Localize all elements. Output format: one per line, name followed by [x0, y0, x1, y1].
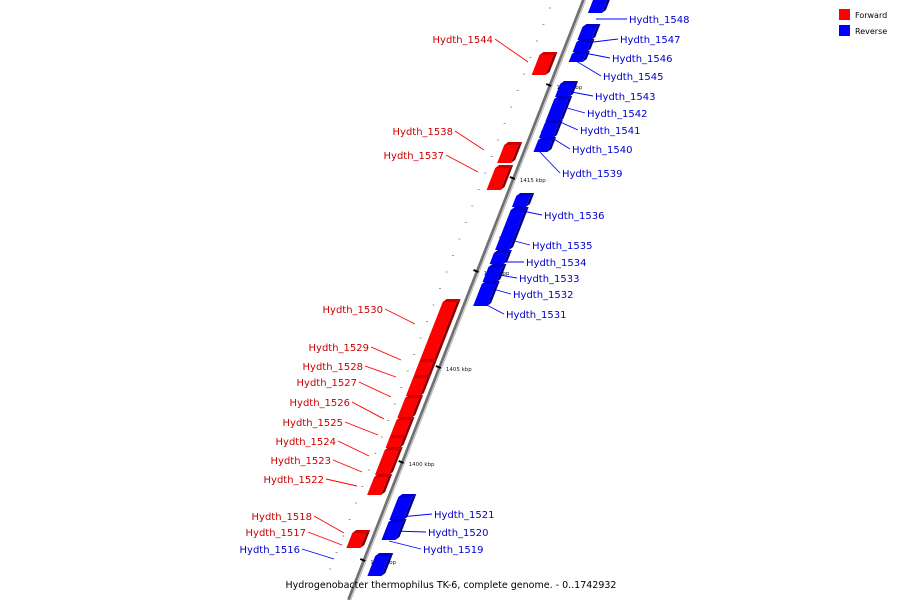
leader-line — [455, 131, 484, 150]
legend-forward-swatch — [839, 9, 850, 20]
gene-label: Hydth_1542 — [587, 109, 648, 120]
leader-line — [365, 366, 396, 377]
label-leader-lines — [302, 19, 627, 559]
scale-label: 1415 kbp — [520, 178, 546, 184]
gene-label: Hydth_1530 — [323, 305, 384, 316]
leader-line — [495, 39, 528, 62]
leader-line — [389, 541, 421, 549]
legend: Forward Reverse — [839, 9, 887, 36]
gene-label: Hydth_1523 — [271, 456, 332, 467]
gene-label: Hydth_1518 — [252, 512, 313, 523]
leader-line — [338, 441, 369, 456]
gene-label: Hydth_1524 — [276, 437, 337, 448]
gene-label: Hydth_1516 — [240, 545, 301, 556]
gene-label: Hydth_1519 — [423, 545, 484, 556]
gene-label: Hydth_1541 — [580, 126, 641, 137]
gene-label: Hydth_1538 — [393, 127, 454, 138]
gene-label: Hydth_1545 — [603, 72, 664, 83]
scale-label: 1405 kbp — [446, 367, 472, 373]
leader-line — [385, 309, 415, 324]
gene-blocks — [346, 0, 611, 576]
leader-line — [345, 422, 378, 435]
gene-label: Hydth_1521 — [434, 510, 495, 521]
gene-label: Hydth_1522 — [264, 475, 325, 486]
gene-label: Hydth_1526 — [290, 398, 351, 409]
leader-line — [359, 382, 391, 397]
gene-label: Hydth_1537 — [384, 151, 445, 162]
leader-line — [302, 549, 334, 559]
gene-label: Hydth_1540 — [572, 145, 633, 156]
gene-label: Hydth_1532 — [513, 290, 574, 301]
leader-line — [446, 155, 478, 172]
leader-line — [538, 150, 560, 173]
gene-label: Hydth_1543 — [595, 92, 656, 103]
gene-label: Hydth_1544 — [433, 35, 494, 46]
gene-label: Hydth_1534 — [526, 258, 587, 269]
legend-forward-label: Forward — [855, 11, 887, 20]
leader-line — [352, 402, 384, 419]
gene-label: Hydth_1535 — [532, 241, 593, 252]
legend-reverse-label: Reverse — [855, 27, 887, 36]
leader-line — [326, 479, 357, 486]
gene-label: Hydth_1517 — [246, 528, 307, 539]
gene-label: Hydth_1548 — [629, 15, 690, 26]
gene-label: Hydth_1539 — [562, 169, 623, 180]
gene-label: Hydth_1546 — [612, 54, 673, 65]
gene-label: Hydth_1528 — [303, 362, 364, 373]
genome-map: 1420 kbp1415 kbp1410 kbp1405 kbp1400 kbp… — [0, 0, 900, 600]
gene-label: Hydth_1525 — [283, 418, 344, 429]
leader-line — [314, 516, 344, 533]
genome-caption: Hydrogenobacter thermophilus TK-6, compl… — [286, 580, 617, 591]
gene-labels: Hydth_1548 Hydth_1547 Hydth_1546 Hydth_1545… — [240, 15, 690, 556]
legend-reverse-swatch — [839, 25, 850, 36]
leader-line — [371, 347, 401, 360]
scale-label: 1400 kbp — [409, 462, 435, 468]
gene-label: Hydth_1533 — [519, 274, 580, 285]
gene-label: Hydth_1531 — [506, 310, 567, 321]
leader-line — [308, 532, 342, 545]
gene-label: Hydth_1520 — [428, 528, 489, 539]
gene-label: Hydth_1527 — [297, 378, 358, 389]
gene-label: Hydth_1536 — [544, 211, 605, 222]
leader-line — [333, 460, 362, 472]
gene-label: Hydth_1529 — [309, 343, 370, 354]
gene-label: Hydth_1547 — [620, 35, 681, 46]
